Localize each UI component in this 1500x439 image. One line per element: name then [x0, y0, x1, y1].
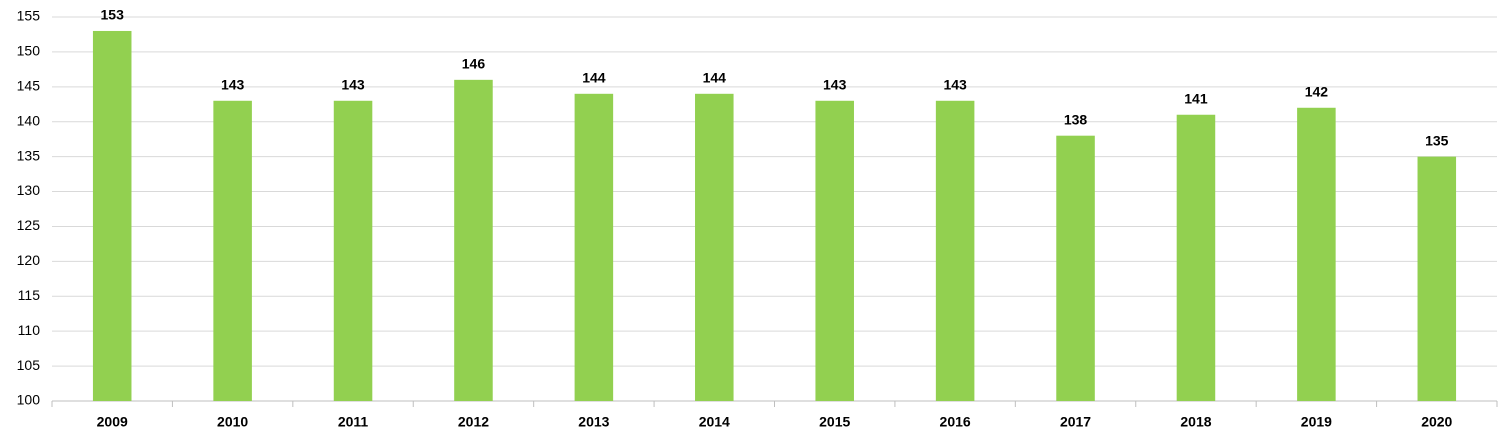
- y-tick-label: 115: [18, 287, 41, 303]
- data-label: 143: [943, 76, 967, 92]
- y-tick-label: 150: [17, 43, 41, 59]
- x-tick-label: 2020: [1421, 414, 1452, 430]
- data-label: 144: [582, 70, 606, 86]
- y-tick-label: 130: [17, 182, 41, 198]
- data-label: 153: [101, 7, 125, 23]
- data-label: 143: [823, 76, 847, 92]
- x-tick-label: 2009: [97, 414, 128, 430]
- bar: [695, 93, 734, 402]
- data-label: 146: [462, 56, 486, 72]
- data-label: 144: [703, 70, 727, 86]
- bar: [1056, 135, 1095, 401]
- bar: [1297, 107, 1336, 401]
- data-label: 143: [341, 76, 365, 92]
- data-label: 142: [1305, 83, 1329, 99]
- bar: [213, 100, 252, 402]
- x-tick-label: 2010: [217, 414, 248, 430]
- bar: [333, 100, 373, 402]
- data-label: 143: [221, 76, 245, 92]
- bar: [1417, 156, 1457, 401]
- y-tick-label: 135: [17, 147, 41, 163]
- bar: [1176, 114, 1216, 401]
- x-tick-label: 2016: [940, 414, 971, 430]
- y-tick-label: 125: [17, 217, 41, 233]
- y-tick-label: 140: [17, 112, 41, 128]
- bar: [92, 30, 132, 402]
- data-label: 141: [1184, 90, 1208, 106]
- y-tick-label: 120: [17, 252, 41, 268]
- x-tick-label: 2018: [1180, 414, 1211, 430]
- data-label: 138: [1064, 111, 1088, 127]
- x-tick-label: 2013: [578, 414, 609, 430]
- y-tick-label: 100: [17, 392, 41, 408]
- x-tick-label: 2017: [1060, 414, 1091, 430]
- bar: [815, 100, 854, 402]
- x-tick-label: 2019: [1301, 414, 1332, 430]
- bar: [574, 93, 614, 402]
- bar: [935, 100, 975, 402]
- data-label: 135: [1425, 132, 1449, 148]
- x-tick-label: 2014: [699, 414, 730, 430]
- x-tick-label: 2011: [338, 414, 369, 430]
- bar: [454, 79, 493, 401]
- y-tick-label: 105: [17, 357, 41, 373]
- y-tick-label: 145: [17, 78, 41, 94]
- x-tick-label: 2015: [819, 414, 850, 430]
- y-tick-label: 110: [18, 322, 41, 338]
- x-tick-label: 2012: [458, 414, 489, 430]
- y-tick-label: 155: [17, 8, 41, 24]
